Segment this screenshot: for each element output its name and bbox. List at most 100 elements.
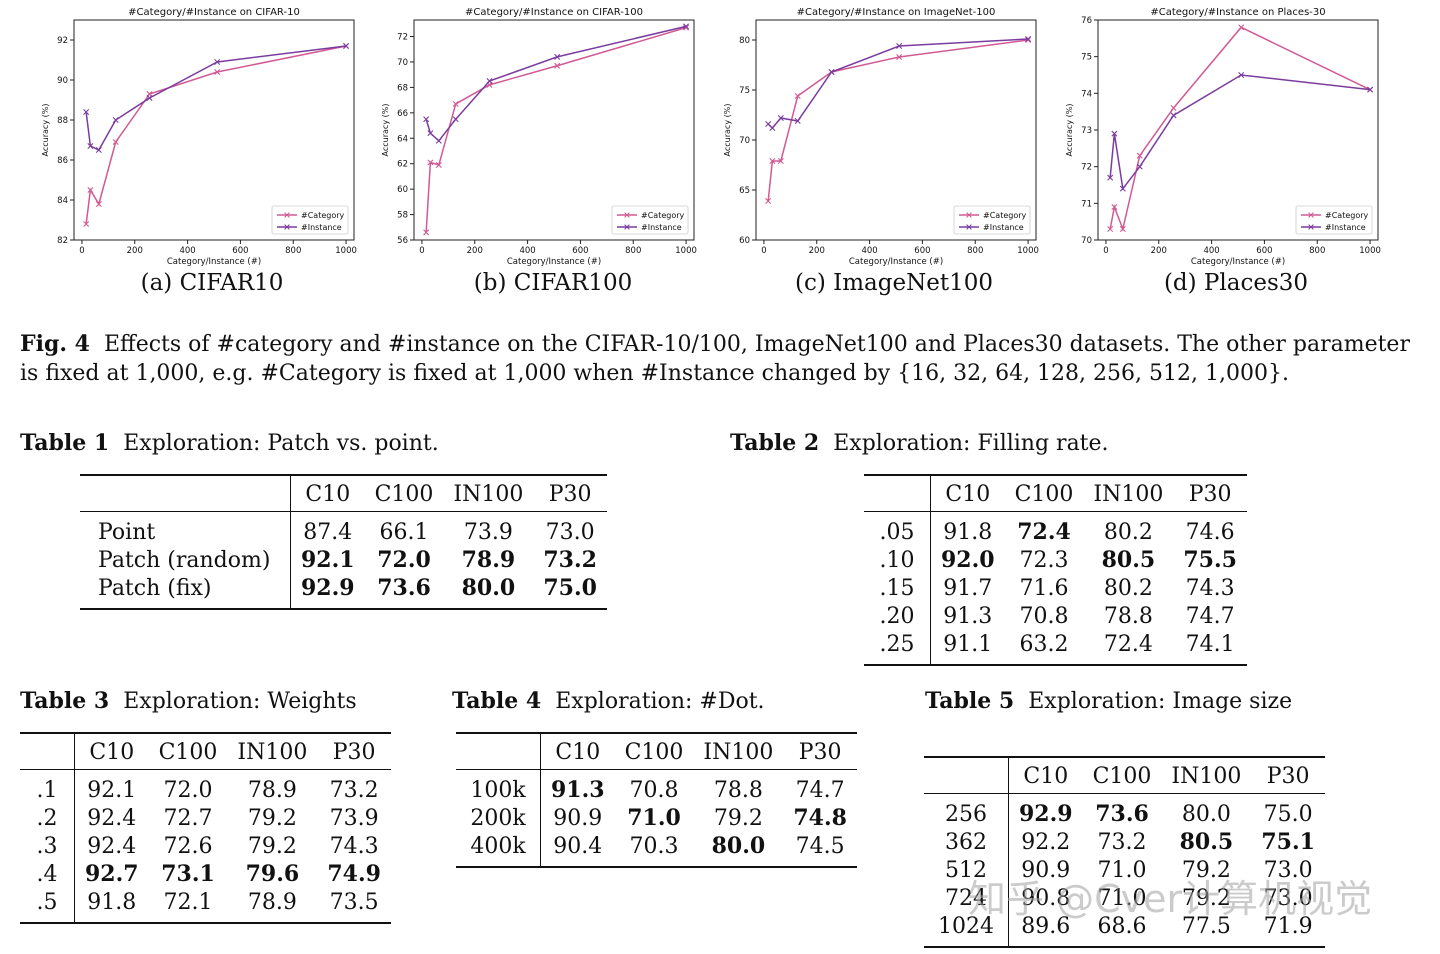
x-tick-label: 800 (285, 246, 301, 256)
table1: C10 C100 IN100 P30 Point 87.4 66.1 73.9 73.0… (80, 474, 607, 610)
x-tick-label: 1000 (675, 246, 697, 256)
table-header: P30 (1173, 475, 1247, 512)
data-point (435, 161, 442, 168)
table-header (864, 475, 931, 512)
y-tick-label: 75 (739, 86, 750, 96)
y-tick-label: 70 (739, 136, 750, 146)
chart-title: #Category/#Instance on ImageNet-100 (797, 7, 996, 18)
figure-caption-text: Effects of #category and #instance on th… (20, 332, 1410, 386)
table-row: 1024 89.6 68.6 77.5 71.9 (924, 912, 1325, 947)
data-point (1119, 185, 1126, 192)
legend-marker (284, 224, 290, 230)
y-tick-label: 84 (57, 196, 68, 206)
data-point (112, 117, 119, 123)
x-tick-label: 800 (1309, 246, 1325, 256)
data-point (1136, 152, 1143, 159)
y-axis-label: Accuracy (%) (723, 104, 732, 157)
data-point (435, 137, 442, 144)
chart-places30: #Category/#Instance on Places-30 0 200 400 6… (1024, 0, 1384, 270)
table-header: P30 (317, 733, 391, 770)
x-tick-label: 0 (761, 246, 766, 256)
table-header: IN100 (1161, 757, 1252, 794)
legend-marker (1308, 212, 1314, 218)
table-header (456, 733, 541, 770)
table-header: C10 (1008, 757, 1083, 794)
table3-title: Table 3 Exploration: Weights (20, 688, 357, 714)
table-header: IN100 (1083, 475, 1174, 512)
data-point (1238, 24, 1245, 31)
legend-marker (966, 212, 972, 218)
data-point (896, 43, 903, 49)
chart-title: #Category/#Instance on CIFAR-10 (128, 7, 300, 18)
table-header: C10 (540, 733, 615, 770)
x-tick-label: 400 (861, 246, 877, 256)
x-tick-label: 600 (232, 246, 248, 256)
legend-label: #Category (641, 211, 685, 220)
subcaption-a: (a) CIFAR10 (140, 270, 284, 296)
data-point (1111, 130, 1118, 137)
x-tick-label: 0 (79, 246, 84, 256)
y-axis-label: Accuracy (%) (41, 104, 50, 157)
x-axis-label: Category/Instance (#) (849, 257, 943, 267)
y-tick-label: 62 (397, 160, 408, 170)
y-tick-label: 90 (57, 76, 68, 86)
data-point (1107, 174, 1114, 181)
data-point (1170, 112, 1177, 119)
y-tick-label: 82 (57, 236, 68, 246)
table-header: P30 (1251, 757, 1325, 794)
data-point (83, 109, 90, 115)
data-point (452, 116, 459, 123)
data-point (765, 198, 772, 204)
y-tick-label: 68 (397, 83, 408, 93)
table-header: IN100 (443, 475, 534, 512)
plot-frame (73, 19, 355, 241)
data-point (427, 159, 434, 166)
table-header (20, 733, 75, 770)
x-tick-label: 200 (1151, 246, 1167, 256)
table-row: .20 91.3 70.8 78.8 74.7 (864, 602, 1247, 630)
figure-label: Fig. 4 (20, 331, 90, 357)
data-point (343, 43, 350, 49)
table-row: Point 87.4 66.1 73.9 73.0 (80, 511, 607, 546)
data-point (794, 118, 801, 124)
series-line-category (1109, 26, 1371, 232)
data-point (95, 201, 102, 207)
table-header: C100 (148, 733, 228, 770)
table-row: Patch (random) 92.1 72.0 78.9 73.2 (80, 546, 607, 574)
y-tick-label: 60 (739, 236, 750, 246)
data-point (452, 100, 459, 107)
subcaption-b: (b) CIFAR100 (473, 270, 633, 296)
x-tick-label: 1000 (1359, 246, 1381, 256)
subcaption-d: (d) Places30 (1163, 270, 1309, 296)
y-tick-label: 64 (397, 134, 408, 144)
table2: C10 C100 IN100 P30 .05 91.8 72.4 80.2 74.6 .… (864, 474, 1247, 666)
data-point (1111, 204, 1118, 210)
x-tick-label: 400 (1203, 246, 1219, 256)
y-tick-label: 92 (57, 36, 68, 46)
table4: C10 C100 IN100 P30 100k 91.3 70.8 78.8 74.7 … (456, 732, 857, 868)
data-point (1136, 163, 1143, 170)
table-header: P30 (783, 733, 857, 770)
legend-marker (1308, 224, 1314, 230)
table-header: IN100 (227, 733, 318, 770)
table-header: C100 (1082, 757, 1162, 794)
table-row: Patch (fix) 92.9 73.6 80.0 75.0 (80, 574, 607, 609)
legend-label: #Category (1325, 211, 1369, 220)
table5-title: Table 5 Exploration: Image size (925, 688, 1293, 714)
series-line-category (767, 39, 1029, 202)
table-row: .25 91.1 63.2 72.4 74.1 (864, 630, 1247, 665)
table-header: P30 (533, 475, 607, 512)
x-tick-label: 600 (572, 246, 588, 256)
y-tick-label: 71 (1081, 199, 1092, 209)
x-tick-label: 400 (179, 246, 195, 256)
data-point (1107, 226, 1114, 232)
x-axis-label: Category/Instance (#) (507, 257, 601, 267)
data-point (828, 69, 835, 75)
table-header: C10 (930, 475, 1005, 512)
chart-imagenet100: #Category/#Instance on ImageNet-100 0 200 4… (682, 0, 1042, 270)
legend-marker (966, 224, 972, 230)
data-point (83, 221, 90, 227)
data-point (1367, 86, 1374, 93)
x-axis-label: Category/Instance (#) (1191, 257, 1285, 267)
data-point (95, 147, 102, 153)
